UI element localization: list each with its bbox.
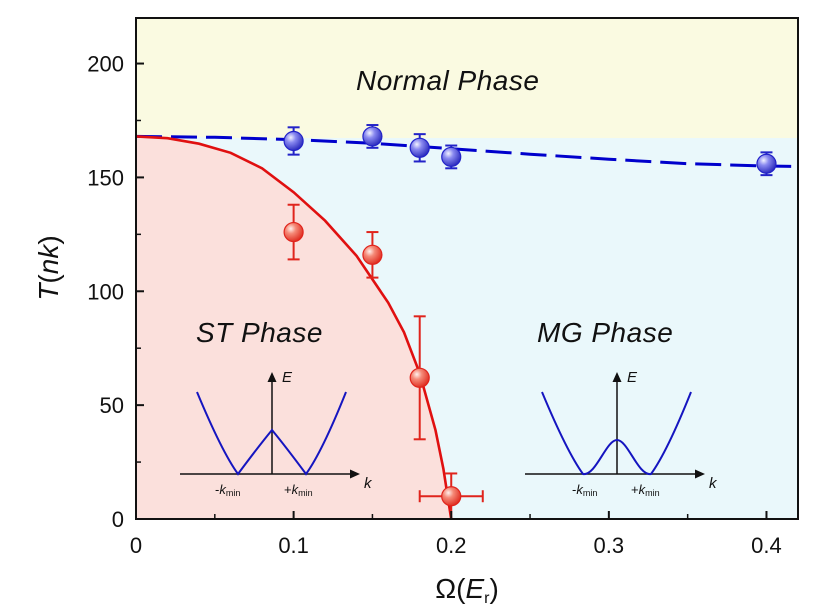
marker [283,221,304,243]
y-tick-label: 100 [87,279,124,304]
marker [441,146,462,168]
marker [283,130,304,152]
st-inset-dispersion [196,391,347,476]
mg-boundary-curve [135,134,799,168]
mg-inset-energy-label: E [627,369,638,386]
fit-curves [135,134,799,520]
marker [362,126,383,147]
st-phase-region [136,136,452,519]
mg-data-point [283,126,304,156]
x-tick-label: 0.2 [436,533,467,558]
mg-inset-left-tick-label: -kmin [572,482,597,498]
mg-data-point [362,124,383,149]
x-axis-title: Ω(Er) [435,573,499,607]
mg-data-point [441,144,462,170]
st-inset-energy-label: E [282,369,293,386]
mg-inset-dispersion [541,391,692,475]
y-tick-label: 200 [87,52,124,77]
x-tick-label: 0.1 [278,533,309,558]
st-data-point [283,203,304,261]
ticks: 0 0.1 0.2 0.3 0.4 0 50 100 150 200 [87,52,781,558]
y-tick-label: 150 [87,165,124,190]
st-inset-x-arrow [350,469,360,479]
phase-regions [136,18,798,519]
mg-inset-x-arrow [695,469,705,479]
marker [362,244,383,265]
x-tick-label: 0.3 [594,533,625,558]
st-phase-label: ST Phase [196,317,323,348]
st-data-point [418,472,484,520]
st-boundary-curve [135,135,453,520]
st-inset-y-arrow [267,372,277,382]
st-inset: E k -kmin +kmin [180,369,373,498]
mg-inset-right-tick-label: +kmin [631,482,660,498]
mg-phase-label: MG Phase [537,317,673,348]
y-tick-label: 50 [100,393,124,418]
y-axis-title: T(nk) [33,235,64,300]
st-data-point [362,231,383,279]
marker [409,367,430,388]
mg-inset-k-label: k [709,475,718,492]
axes [135,17,799,520]
st-data-point [409,315,430,441]
mg-inset: E k -kmin +kmin [525,369,718,498]
plot-frame [135,17,799,520]
st-inset-left-tick-label: -kmin [215,482,240,498]
mg-inset-y-arrow [612,372,622,382]
data-points [283,124,777,520]
x-tick-label: 0.4 [751,533,782,558]
mg-data-point [756,151,777,177]
normal-phase-label: Normal Phase [356,65,539,96]
mg-phase-region-top [136,136,798,201]
st-inset-right-tick-label: +kmin [284,482,313,498]
st-inset-k-label: k [364,475,373,492]
marker [756,153,777,174]
marker [441,486,462,507]
y-tick-label: 0 [112,507,124,532]
x-tick-label: 0 [130,533,142,558]
mg-data-point [409,133,430,163]
marker [409,137,430,158]
